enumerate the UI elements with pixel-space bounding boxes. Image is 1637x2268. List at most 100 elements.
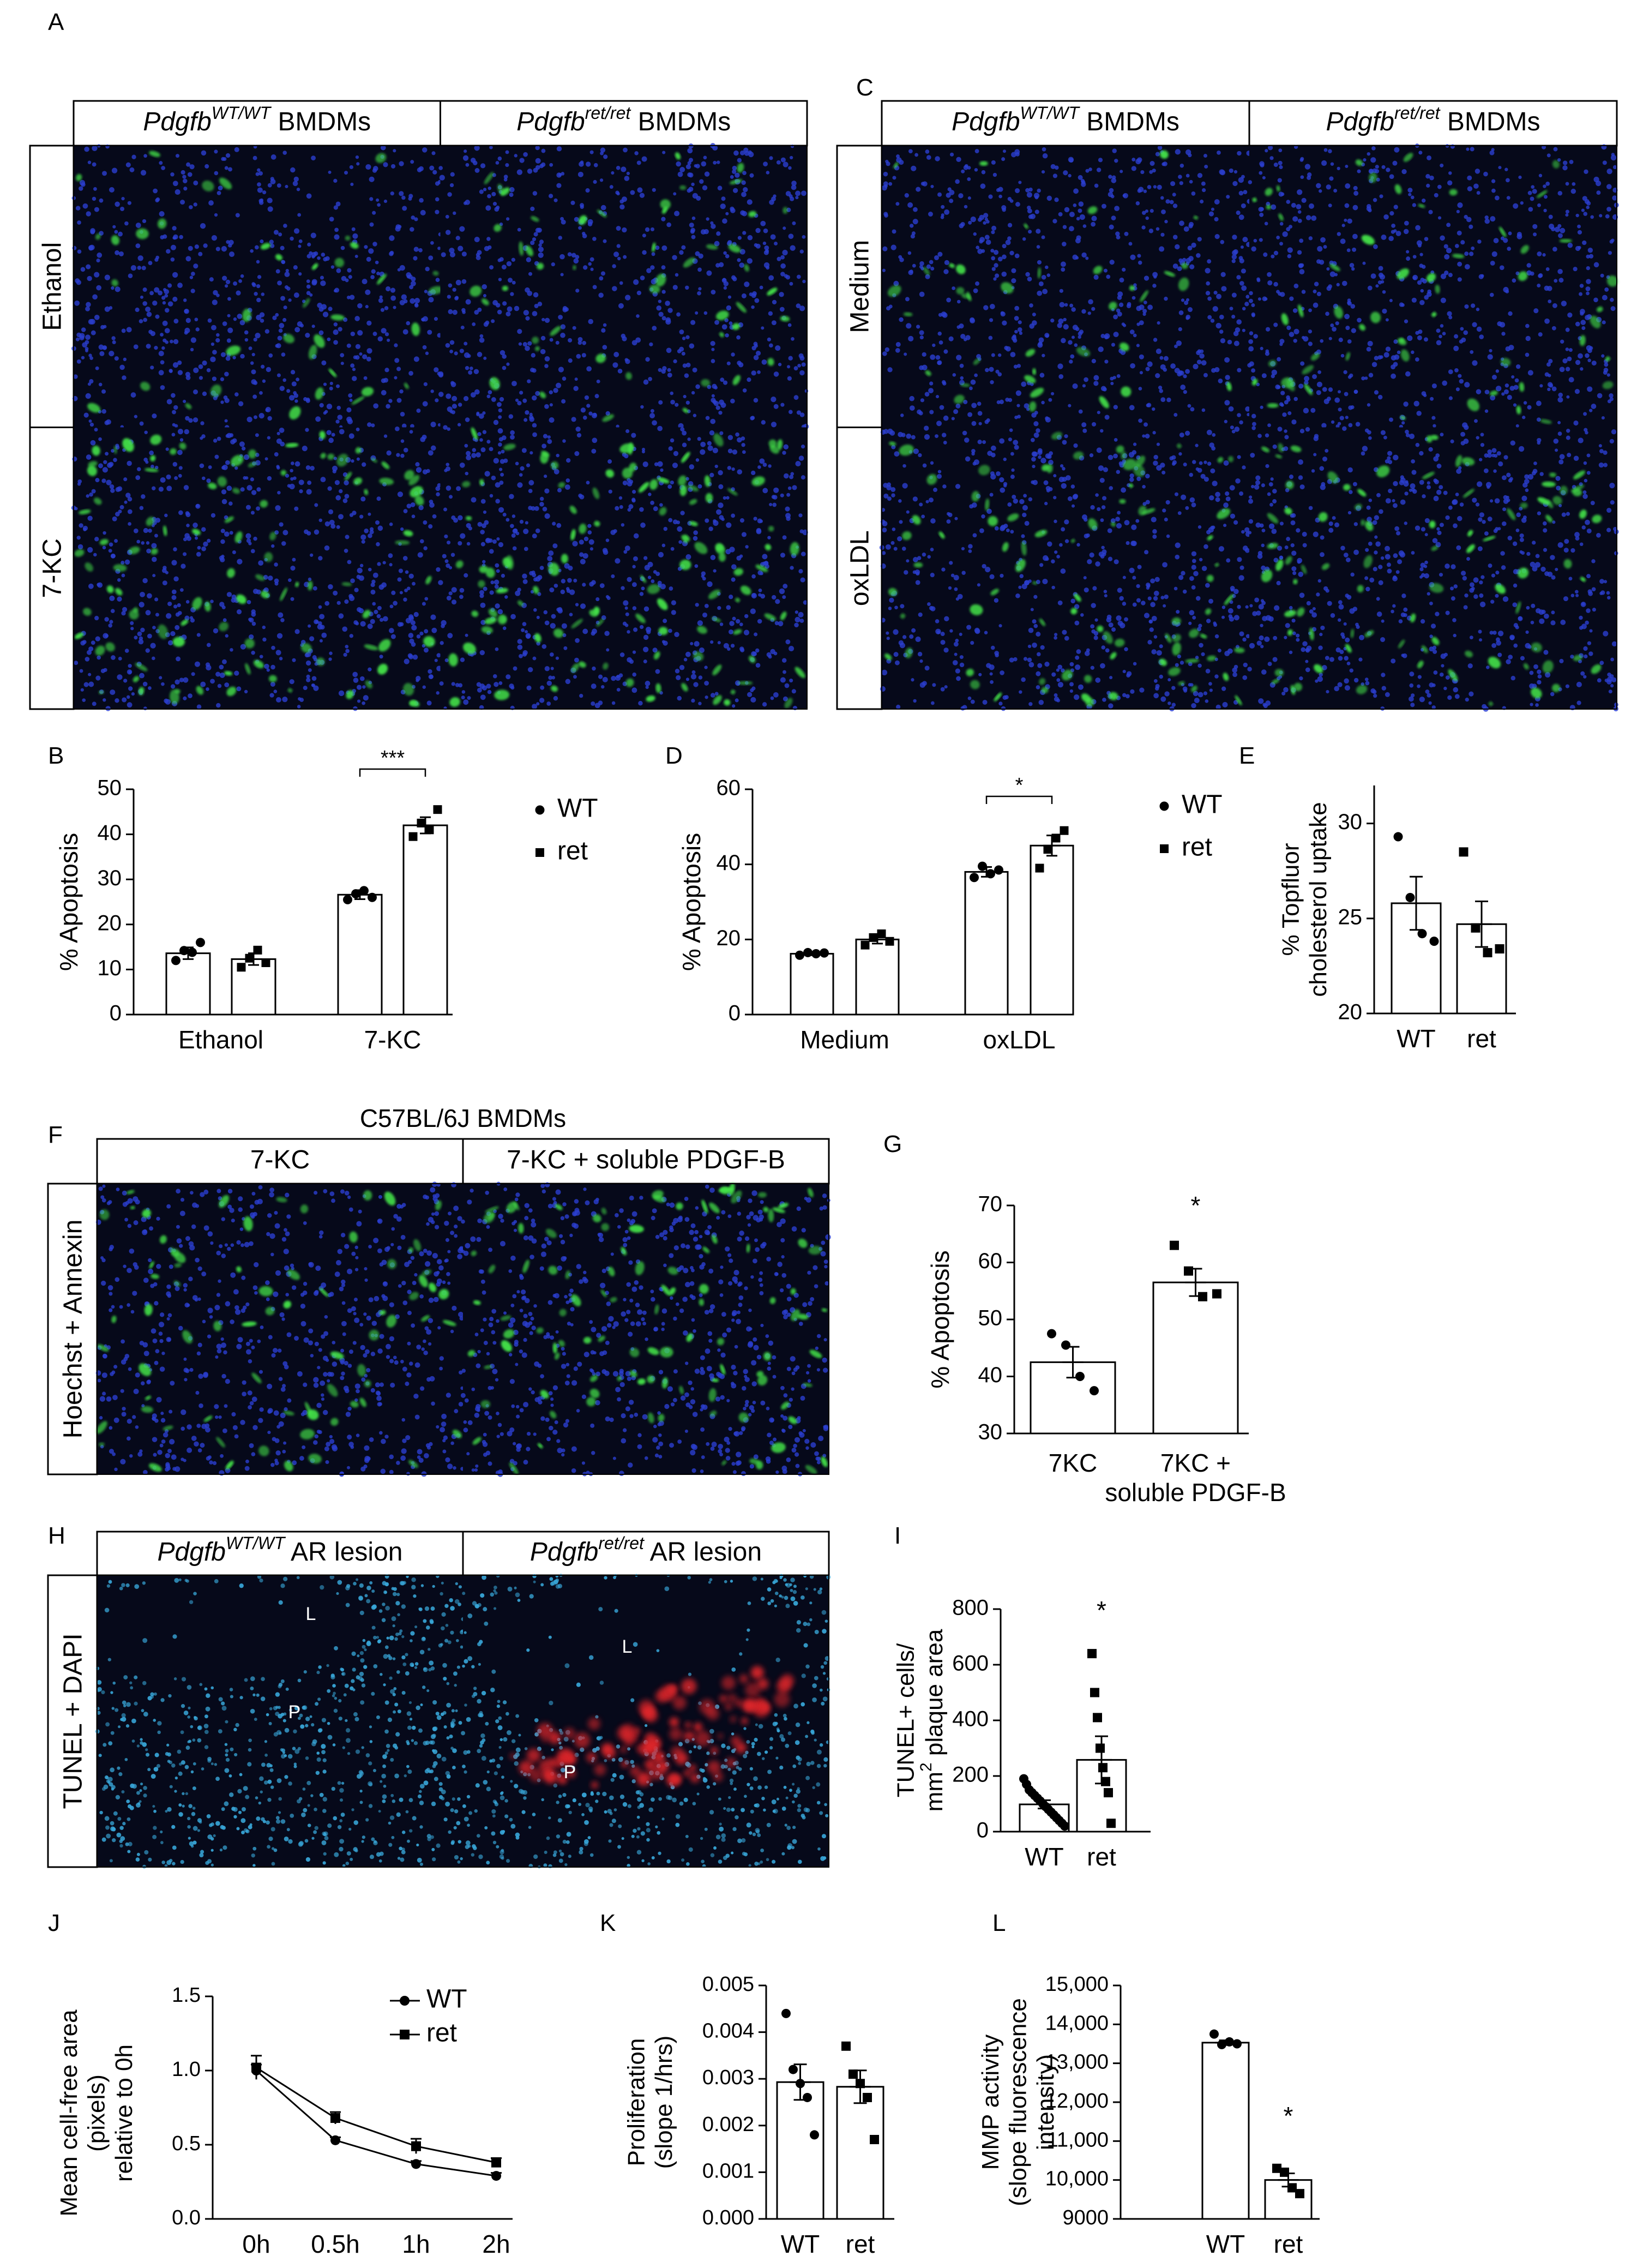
nucleus-mark — [1129, 329, 1135, 334]
nucleus-mark — [1389, 211, 1394, 216]
nucleus-mark — [288, 298, 292, 302]
nucleus-mark — [318, 518, 323, 523]
annexin-cell-mark — [361, 387, 374, 397]
nucleus-mark — [924, 425, 929, 431]
nucleus-mark — [74, 661, 79, 665]
nucleus-mark — [631, 499, 636, 503]
nucleus-mark — [1596, 190, 1601, 195]
annexin-cell-mark — [681, 683, 688, 692]
nucleus-mark — [376, 496, 381, 501]
nucleus-mark — [471, 497, 477, 503]
nucleus-mark — [470, 158, 476, 163]
nucleus-mark — [306, 254, 311, 259]
nucleus-mark — [1375, 284, 1379, 288]
micrograph-tile — [881, 145, 1252, 428]
nucleus-mark — [1036, 428, 1040, 433]
annexin-cell-mark — [1160, 150, 1169, 159]
nucleus-mark — [1068, 157, 1074, 163]
nucleus-mark — [279, 386, 285, 391]
nucleus-mark — [1097, 411, 1100, 415]
nucleus-mark — [274, 562, 278, 567]
nucleus-mark — [198, 251, 203, 256]
nucleus-mark — [1591, 404, 1597, 409]
annexin-cell-mark — [379, 478, 394, 485]
nucleus-mark — [135, 307, 140, 313]
nucleus-mark — [277, 335, 282, 341]
nucleus-mark — [458, 403, 462, 407]
nucleus-mark — [747, 692, 753, 698]
row-label-cell — [29, 145, 75, 428]
nucleus-mark — [1339, 416, 1344, 421]
annexin-cell-mark — [678, 475, 687, 486]
nucleus-mark — [1276, 236, 1280, 239]
nucleus-mark — [1434, 193, 1439, 197]
nucleus-mark — [943, 415, 949, 421]
nucleus-mark — [751, 470, 756, 476]
annexin-cell-mark — [192, 597, 202, 610]
annexin-cell-mark — [689, 499, 697, 505]
nucleus-mark — [1489, 349, 1492, 353]
nucleus-mark — [1082, 384, 1086, 388]
nucleus-mark — [1201, 652, 1205, 656]
nucleus-mark — [1019, 574, 1024, 579]
nucleus-mark — [370, 589, 376, 595]
nucleus-mark — [953, 409, 959, 415]
nucleus-mark — [1586, 205, 1590, 209]
nucleus-mark — [1248, 339, 1254, 344]
nucleus-mark — [693, 536, 698, 541]
nucleus-mark — [1448, 273, 1453, 278]
annexin-cell-mark — [135, 663, 148, 671]
nucleus-mark — [464, 443, 468, 448]
nucleus-mark — [1229, 485, 1235, 491]
nucleus-mark — [691, 391, 695, 395]
nucleus-mark — [675, 273, 679, 277]
nucleus-mark — [362, 354, 368, 359]
nucleus-mark — [1345, 183, 1351, 189]
annexin-cell-mark — [1266, 205, 1272, 210]
nucleus-mark — [483, 322, 489, 327]
annexin-cell-mark — [345, 472, 352, 481]
nucleus-mark — [605, 411, 610, 416]
nucleus-mark — [393, 149, 396, 153]
nucleus-mark — [479, 334, 484, 338]
nucleus-mark — [602, 548, 608, 553]
nucleus-mark — [991, 353, 995, 357]
nucleus-mark — [930, 548, 934, 551]
annexin-cell-mark — [245, 663, 251, 675]
nucleus-mark — [908, 335, 914, 341]
nucleus-mark — [476, 452, 481, 458]
nucleus-mark — [1109, 260, 1115, 265]
nucleus-mark — [1075, 664, 1081, 670]
nucleus-mark — [955, 179, 960, 184]
nucleus-mark — [748, 152, 754, 158]
nucleus-mark — [193, 180, 198, 185]
nucleus-mark — [347, 268, 352, 273]
nucleus-mark — [189, 275, 194, 279]
nucleus-mark — [1448, 171, 1452, 175]
annexin-cell-mark — [1370, 311, 1381, 323]
nucleus-mark — [1208, 682, 1212, 686]
nucleus-mark — [1015, 390, 1021, 396]
nucleus-mark — [167, 283, 172, 288]
nucleus-mark — [497, 609, 503, 615]
nucleus-mark — [1040, 645, 1045, 650]
nucleus-mark — [142, 219, 147, 224]
nucleus-mark — [246, 600, 251, 604]
nucleus-mark — [1523, 401, 1527, 405]
nucleus-mark — [1610, 306, 1616, 311]
nucleus-mark — [111, 449, 115, 453]
nucleus-mark — [333, 329, 339, 335]
nucleus-mark — [466, 455, 472, 460]
nucleus-mark — [1543, 208, 1547, 213]
nucleus-mark — [958, 193, 964, 199]
annexin-cell-mark — [579, 661, 586, 668]
nucleus-mark — [750, 688, 754, 692]
nucleus-mark — [705, 695, 708, 699]
nucleus-mark — [399, 591, 403, 595]
nucleus-mark — [1178, 258, 1183, 263]
annexin-cell-mark — [681, 535, 688, 543]
nucleus-mark — [510, 435, 515, 440]
nucleus-mark — [1313, 302, 1319, 308]
nucleus-mark — [126, 327, 132, 333]
nucleus-mark — [603, 323, 607, 327]
